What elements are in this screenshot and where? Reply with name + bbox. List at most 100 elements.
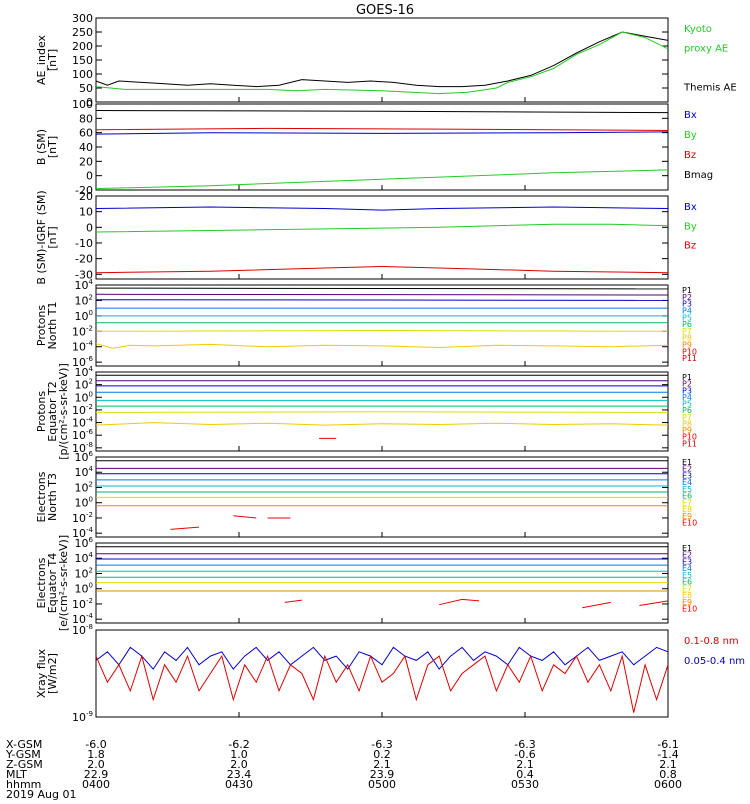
y-tick-label: 20: [79, 155, 93, 168]
legend-entry: E10: [682, 519, 697, 528]
legend-entry: Bmag: [684, 170, 713, 181]
legend-entry: P4: [682, 306, 692, 315]
y-tick-label: 106: [75, 536, 94, 550]
y-tick-label: 10-6: [72, 428, 94, 442]
legend-entry: P11: [682, 354, 697, 363]
y-tick-label: 10-4: [72, 612, 94, 626]
x-tick-label: 2.1: [516, 758, 534, 771]
legend-entry: P6: [682, 406, 692, 415]
y-tick-label: 0: [86, 170, 93, 183]
series-line-bmag: [95, 110, 669, 114]
series-line-0-1-0-8-nm: [95, 654, 669, 713]
legend-entry: Kyoto: [684, 24, 712, 35]
y-tick-label: -20: [75, 184, 93, 197]
series-line-e9b: [439, 598, 480, 606]
x-tick-label: 0.2: [373, 748, 391, 761]
legend-entry: By: [684, 130, 697, 141]
y-axis-label: B (SM): [35, 129, 48, 165]
legend-entry: P4: [682, 393, 692, 402]
y-axis-label: Protons: [35, 305, 48, 346]
y-tick-label: 0: [86, 96, 93, 109]
legend-entry: E3: [682, 471, 692, 480]
x-tick-label: 1.0: [230, 748, 248, 761]
legend-entry: E8: [682, 591, 692, 600]
legend-entry: P7: [682, 327, 692, 336]
y-tick-label: 102: [75, 293, 93, 307]
x-tick-label: -0.6: [514, 748, 535, 761]
y-tick-label: 40: [79, 141, 93, 154]
x-row-label: Y-GSM: [5, 748, 41, 761]
legend-entry: E7: [682, 498, 692, 507]
legend-entry: Bz: [684, 241, 696, 252]
y-tick-label: 10-8: [72, 623, 93, 637]
x-tick-label: -6.1: [657, 738, 678, 751]
series-line-kyoto-proxy-ae: [95, 31, 669, 95]
y-tick-label: 104: [75, 278, 94, 292]
x-tick-label: 0600: [654, 778, 682, 791]
x-tick-label: -6.3: [371, 738, 392, 751]
series-line-p7: [95, 329, 669, 332]
legend-entry: E8: [682, 505, 692, 514]
legend-entry: E7: [682, 584, 692, 593]
legend-entry: 0.1-0.8 nm: [684, 636, 739, 647]
y-tick-label: 200: [72, 40, 93, 53]
y-axis-label: [e/(cm²-s-sr-keV)]: [57, 535, 70, 631]
y-tick-label: 102: [75, 480, 93, 494]
series-line-p3: [95, 299, 669, 301]
legend-entry: Bz: [684, 150, 696, 161]
y-tick-label: 0: [86, 221, 93, 234]
y-tick-label: 104: [75, 551, 94, 565]
y-tick-label: 102: [75, 378, 93, 392]
legend-entry: P10: [682, 433, 697, 442]
x-tick-label: 1.8: [87, 748, 105, 761]
y-axis-label: [nT]: [46, 49, 59, 71]
y-axis-label: Electrons: [35, 557, 48, 608]
legend-entry: P8: [682, 419, 692, 428]
y-axis-label: Protons: [35, 391, 48, 432]
panel-frame-2: [95, 103, 669, 191]
y-tick-label: 10-4: [72, 526, 94, 540]
series-line-p8: [95, 343, 669, 349]
y-axis-label: [nT]: [46, 226, 59, 248]
x-row-label: MLT: [6, 768, 27, 781]
legend-entry: P8: [682, 334, 692, 343]
y-tick-label: 50: [79, 82, 93, 95]
x-row-label: hhmm: [6, 778, 41, 791]
y-tick-label: 150: [72, 54, 93, 67]
x-tick-label: -6.3: [514, 738, 535, 751]
legend-entry: E1: [682, 544, 692, 553]
series-line-bx: [95, 206, 669, 211]
y-axis-label: North T1: [46, 302, 59, 350]
series-line-p1: [95, 287, 669, 290]
y-axis-label: [W/m2]: [46, 653, 59, 694]
legend-entry: P10: [682, 347, 697, 356]
y-tick-label: -20: [75, 253, 93, 266]
x-tick-label: 0.8: [659, 768, 677, 781]
legend-entry: Themis AE: [683, 83, 737, 94]
y-tick-label: 250: [72, 26, 93, 39]
legend-entry: E6: [682, 578, 692, 587]
legend-entry: E1: [682, 458, 692, 467]
y-tick-label: 100: [75, 390, 93, 404]
legend-entry: E2: [682, 551, 692, 560]
series-line-0-05-0-4-nm: [95, 646, 669, 670]
legend-entry: Bx: [684, 202, 697, 213]
y-tick-label: 10-2: [72, 324, 93, 338]
series-line-by: [95, 169, 669, 190]
x-tick-label: -6.0: [85, 738, 106, 751]
x-tick-label: 2.0: [230, 758, 248, 771]
legend-entry: P6: [682, 320, 692, 329]
y-tick-label: 100: [75, 582, 93, 596]
y-tick-label: 100: [75, 309, 93, 323]
x-tick-label: 0500: [368, 778, 396, 791]
x-tick-label: 23.9: [370, 768, 395, 781]
legend-entry: proxy AE: [684, 44, 728, 55]
series-line-bz: [95, 127, 669, 131]
series-line-e9: [170, 526, 200, 530]
y-axis-label: North T3: [46, 473, 59, 521]
x-tick-label: 2.1: [373, 758, 391, 771]
series-line-e9c: [582, 601, 611, 609]
legend-entry: E5: [682, 571, 692, 580]
